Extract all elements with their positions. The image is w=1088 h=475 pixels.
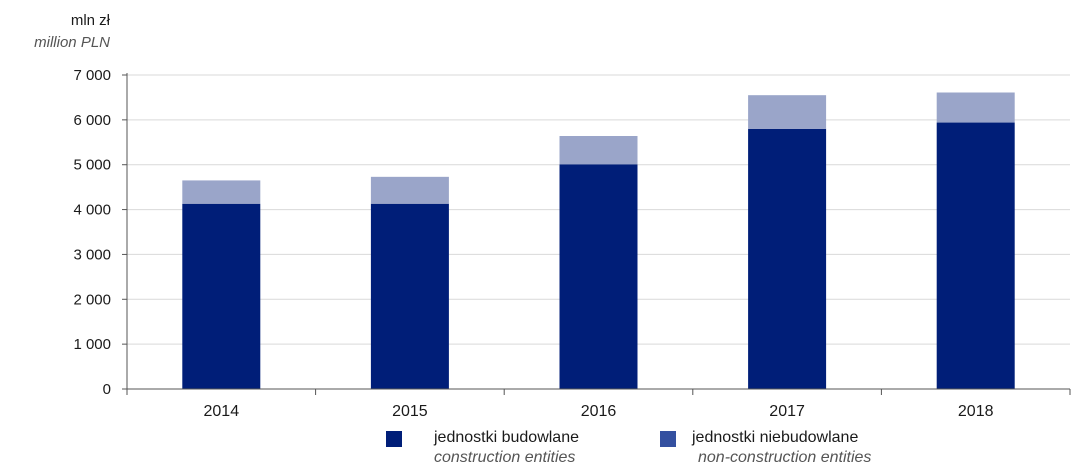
y-tick-label: 5 000 [73, 157, 111, 174]
bar-non-construction-2014 [182, 180, 261, 204]
bar-chart: 0 1 000 2 000 3 000 4 000 5 000 6 000 7 000 2014… [73, 67, 1071, 420]
y-axis-unit-label: mln zł [70, 12, 110, 29]
bar-non-construction-2016 [559, 136, 638, 165]
y-tick-label: 0 [103, 381, 111, 398]
y-tick-label: 2 000 [73, 291, 111, 308]
y-tick-label: 4 000 [73, 202, 111, 219]
y-tick-label: 3 000 [73, 246, 111, 263]
y-tick-label: 7 000 [73, 67, 111, 84]
bar-non-construction-2018 [936, 92, 1015, 123]
bar-non-construction-2015 [370, 176, 449, 204]
legend-label-construction-english: construction entities [434, 449, 576, 466]
bar-construction-2016 [559, 164, 638, 389]
legend-swatch-non-construction [660, 431, 676, 447]
x-tick-label: 2015 [392, 403, 428, 420]
bar-construction-2017 [748, 128, 827, 390]
x-tick-label: 2018 [958, 403, 994, 420]
y-axis-unit-label-english: million PLN [34, 34, 110, 51]
bar-non-construction-2017 [748, 95, 827, 129]
x-tick-label: 2014 [204, 403, 240, 420]
x-tick-label: 2016 [581, 403, 617, 420]
legend: jednostki budowlane construction entitie… [0, 429, 1088, 475]
legend-swatch-construction [386, 431, 402, 447]
x-tick-label: 2017 [769, 403, 805, 420]
bar-construction-2018 [936, 122, 1015, 389]
legend-label-non-construction: jednostki niebudowlane [692, 429, 859, 446]
y-tick-label: 1 000 [73, 336, 111, 353]
y-tick-label: 6 000 [73, 112, 111, 129]
bar-construction-2015 [370, 203, 449, 389]
bar-construction-2014 [182, 203, 261, 389]
legend-label-construction: jednostki budowlane [434, 429, 579, 446]
legend-label-non-construction-english: non-construction entities [698, 449, 872, 466]
